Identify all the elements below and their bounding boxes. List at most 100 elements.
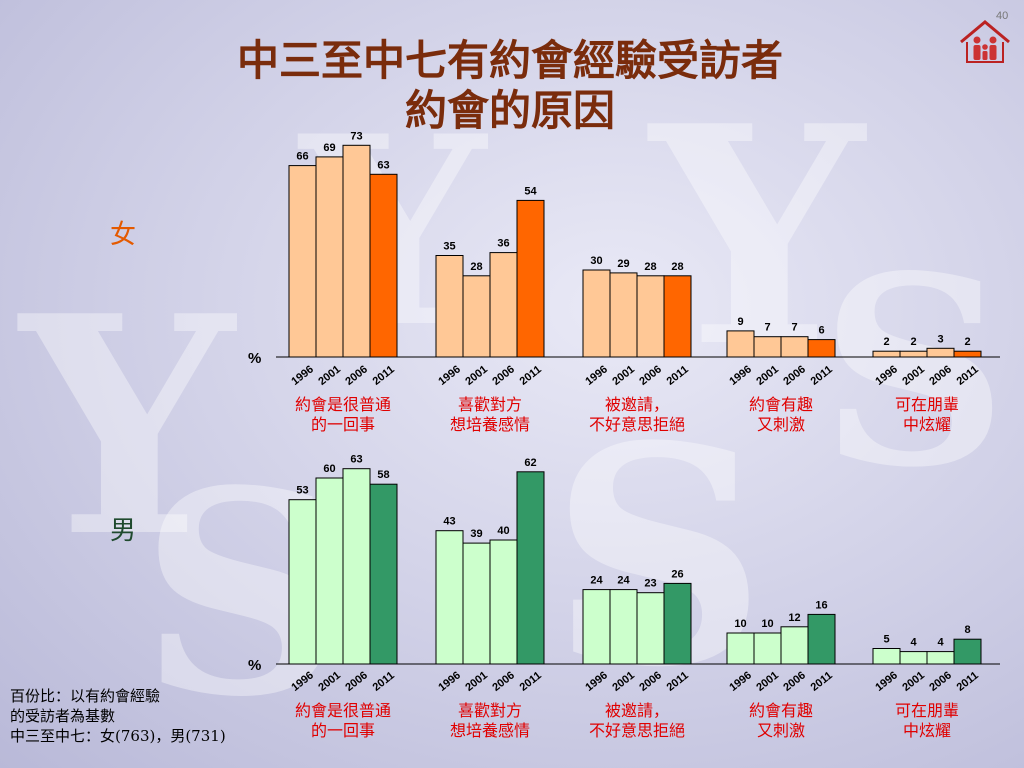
data-label: 9 xyxy=(737,316,743,328)
year-tick-label: 2001 xyxy=(463,669,490,694)
bar xyxy=(926,651,955,665)
category-label: 中炫耀 xyxy=(903,721,951,740)
year-tick-label: 2001 xyxy=(463,363,490,388)
data-label: 4 xyxy=(937,637,944,649)
data-label: 2 xyxy=(883,336,889,348)
data-label: 63 xyxy=(350,454,362,466)
year-tick-label: 2001 xyxy=(316,363,343,388)
data-label: 8 xyxy=(964,624,970,636)
data-label: 12 xyxy=(788,612,800,624)
year-tick-label: 2011 xyxy=(371,364,397,388)
bar xyxy=(899,651,928,665)
data-label: 6 xyxy=(818,325,824,337)
data-label: 39 xyxy=(470,528,482,540)
bar xyxy=(342,468,371,665)
year-tick-label: 2011 xyxy=(518,364,544,388)
year-tick-label: 1996 xyxy=(727,669,754,694)
data-label: 36 xyxy=(497,238,509,250)
bar xyxy=(315,477,344,665)
data-label: 4 xyxy=(910,637,917,649)
bar xyxy=(726,632,755,665)
data-label: 69 xyxy=(323,142,335,154)
year-tick-label: 1996 xyxy=(583,363,610,388)
category-label: 又刺激 xyxy=(757,721,805,740)
bar xyxy=(315,156,344,358)
data-label: 60 xyxy=(323,463,335,475)
year-tick-label: 1996 xyxy=(583,669,610,694)
bar xyxy=(489,252,518,358)
data-label: 43 xyxy=(443,516,455,528)
bar xyxy=(435,255,464,358)
bar xyxy=(726,330,755,358)
data-label: 73 xyxy=(350,130,362,142)
year-tick-label: 2006 xyxy=(637,363,664,388)
data-label: 2 xyxy=(964,336,970,348)
year-tick-label: 2006 xyxy=(343,363,370,388)
data-label: 10 xyxy=(734,618,746,630)
year-tick-label: 2006 xyxy=(927,669,954,694)
data-label: 28 xyxy=(644,261,656,273)
bar xyxy=(288,499,317,665)
bar xyxy=(489,539,518,665)
bar xyxy=(462,275,491,358)
bar xyxy=(753,336,782,358)
bar xyxy=(609,589,638,665)
data-label: 10 xyxy=(761,618,773,630)
year-tick-label: 2001 xyxy=(316,669,343,694)
year-tick-label: 2001 xyxy=(754,363,781,388)
category-label: 不好意思拒絕 xyxy=(589,721,685,740)
bar xyxy=(516,199,545,358)
data-label: 29 xyxy=(617,258,629,270)
bar xyxy=(663,275,692,358)
year-tick-label: 2001 xyxy=(900,363,927,388)
bar xyxy=(288,165,317,358)
title-line: 中三至中七有約會經驗受訪者 xyxy=(236,36,783,85)
bar xyxy=(872,350,901,358)
bar xyxy=(780,336,809,358)
year-tick-label: 2001 xyxy=(900,669,927,694)
year-tick-label: 1996 xyxy=(436,669,463,694)
year-tick-label: 2011 xyxy=(665,670,691,694)
data-label: 2 xyxy=(910,336,916,348)
data-label: 28 xyxy=(470,261,482,273)
category-label: 想培養感情 xyxy=(450,415,530,434)
data-label: 24 xyxy=(590,575,603,587)
category-label: 想培養感情 xyxy=(450,721,530,740)
category-label: 約會有趣 xyxy=(749,395,813,414)
female-panel-label: 女 xyxy=(110,220,137,250)
category-label: 喜歡對方 xyxy=(458,395,522,414)
footnote: 百份比：以有約會經驗 的受訪者為基數 中三至中七：女(763)，男(731) xyxy=(10,686,226,746)
bar xyxy=(342,144,371,358)
male-panel-label: 男 xyxy=(110,516,137,546)
year-tick-label: 1996 xyxy=(289,363,316,388)
bar xyxy=(807,339,836,358)
category-label: 被邀請， xyxy=(605,395,669,414)
data-label: 7 xyxy=(764,322,770,334)
data-label: 53 xyxy=(296,485,308,497)
bar xyxy=(807,613,836,665)
bar xyxy=(926,347,955,358)
year-tick-label: 2011 xyxy=(955,364,981,388)
category-label: 可在朋輩 xyxy=(895,395,959,414)
bar xyxy=(582,269,611,358)
data-label: 30 xyxy=(590,255,602,267)
bar xyxy=(582,589,611,665)
data-label: 28 xyxy=(671,261,683,273)
unit-label: % xyxy=(248,657,261,674)
data-label: 63 xyxy=(377,159,389,171)
year-tick-label: 2011 xyxy=(518,670,544,694)
category-label: 的一回事 xyxy=(311,721,375,740)
data-label: 7 xyxy=(791,322,797,334)
bar xyxy=(953,350,982,358)
bar xyxy=(872,648,901,665)
year-tick-label: 1996 xyxy=(289,669,316,694)
category-label: 不好意思拒絕 xyxy=(589,415,685,434)
bar xyxy=(663,582,692,665)
category-label: 喜歡對方 xyxy=(458,701,522,720)
bar xyxy=(516,471,545,665)
bar xyxy=(899,350,928,358)
year-tick-label: 2006 xyxy=(343,669,370,694)
year-tick-label: 1996 xyxy=(873,363,900,388)
category-label: 可在朋輩 xyxy=(895,701,959,720)
